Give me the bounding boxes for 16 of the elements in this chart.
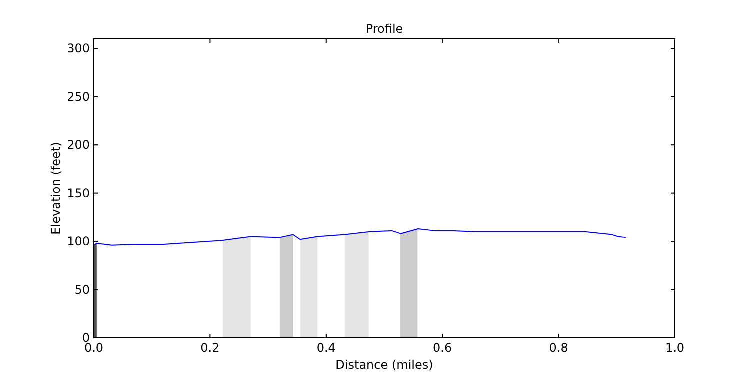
y-tick-label: 100 [67, 234, 90, 249]
x-tick-label: 0.2 [200, 341, 220, 355]
y-tick-label: 300 [67, 42, 90, 56]
y-tick-label: 150 [67, 186, 90, 200]
x-tick-label: 0.6 [433, 341, 452, 355]
chart-title: Profile [366, 22, 404, 36]
line-series [94, 228, 627, 246]
y-tick-label: 250 [67, 90, 90, 104]
x-tick-label: 0.8 [549, 341, 568, 355]
x-tick-label: 0.4 [316, 341, 336, 355]
y-tick-label: 50 [74, 282, 90, 297]
y-tick-label: 200 [67, 138, 90, 152]
y-axis-title: Elevation (feet) [49, 142, 63, 235]
x-tick-label: 1.0 [665, 341, 685, 355]
x-axis-title: Distance (miles) [336, 358, 434, 372]
x-tick-label: 0.0 [84, 341, 104, 355]
